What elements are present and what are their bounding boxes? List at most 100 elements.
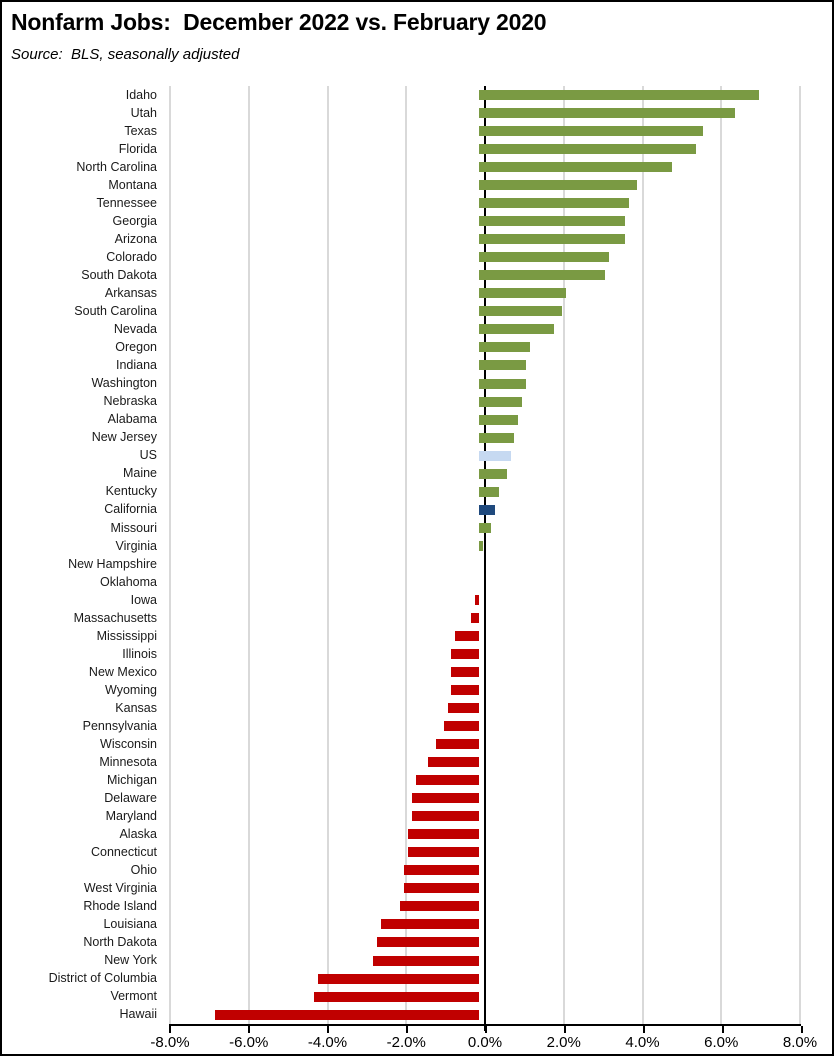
x-axis-tick-label: 8.0% [782, 1034, 818, 1051]
bar-track [164, 465, 794, 483]
bar-track [164, 843, 794, 861]
bar [479, 450, 511, 461]
bar [443, 721, 479, 732]
bar [412, 793, 479, 804]
x-axis-tick [801, 1026, 803, 1033]
bar-row: Minnesota [2, 753, 832, 771]
zero-axis-line [484, 86, 486, 1031]
bar [416, 775, 479, 786]
category-label: Iowa [130, 592, 157, 607]
bar-row: Kentucky [2, 483, 832, 501]
category-label: Nebraska [103, 394, 158, 409]
bar-track [164, 338, 794, 356]
category-label: Montana [108, 177, 157, 192]
bar-row: Michigan [2, 771, 832, 789]
bar [479, 360, 527, 371]
bar-row: Maryland [2, 807, 832, 825]
bar-row: Virginia [2, 537, 832, 555]
x-axis-tick-label: -2.0% [386, 1034, 426, 1051]
category-label: West Virginia [83, 881, 157, 896]
category-label: North Carolina [76, 159, 157, 174]
category-label: New Jersey [91, 430, 157, 445]
bar-row: New Hampshire [2, 555, 832, 573]
bar [479, 144, 696, 155]
bar-row: Montana [2, 176, 832, 194]
category-label: Alaska [119, 827, 157, 842]
gridline [720, 86, 723, 1024]
bar [408, 847, 479, 858]
bar-row: Nevada [2, 320, 832, 338]
bar-track [164, 284, 794, 302]
bar [313, 991, 479, 1002]
category-label: Texas [124, 123, 157, 138]
bar [479, 324, 554, 335]
bar-row: Louisiana [2, 915, 832, 933]
bar [479, 414, 519, 425]
category-label: Wyoming [105, 682, 157, 697]
bar-row: South Carolina [2, 302, 832, 320]
category-label: Minnesota [99, 754, 157, 769]
bar-track [164, 356, 794, 374]
bar-row: Tennessee [2, 194, 832, 212]
bar-track [164, 717, 794, 735]
bar-track [164, 825, 794, 843]
category-label: New Mexico [88, 664, 157, 679]
bar [479, 108, 735, 119]
category-label: Louisiana [103, 917, 157, 932]
bar [479, 432, 515, 443]
bar-track [164, 501, 794, 519]
bar-row: Massachusetts [2, 609, 832, 627]
bar-row: South Dakota [2, 266, 832, 284]
category-label: Colorado [106, 250, 157, 265]
x-axis-tick-label: -6.0% [229, 1034, 269, 1051]
bar-track [164, 555, 794, 573]
bar-track [164, 375, 794, 393]
bar-rows: Idaho Utah Texas Florida North Carolina Monta… [2, 86, 832, 1024]
category-label: Michigan [106, 772, 157, 787]
bar-track [164, 627, 794, 645]
bar-track [164, 122, 794, 140]
bar-row: Iowa [2, 591, 832, 609]
bar-track [164, 663, 794, 681]
category-label: Maryland [105, 809, 157, 824]
bar-track [164, 266, 794, 284]
x-axis-tick [248, 1026, 250, 1033]
bar-track [164, 771, 794, 789]
bar-row: Alabama [2, 411, 832, 429]
bar-row: Oklahoma [2, 573, 832, 591]
bar-row: California [2, 501, 832, 519]
bar-row: Hawaii [2, 1006, 832, 1024]
bar [479, 90, 759, 101]
bar-row: New Jersey [2, 429, 832, 447]
chart-title: Nonfarm Jobs: December 2022 vs. February… [11, 9, 547, 35]
bar [427, 757, 479, 768]
bar [451, 685, 479, 696]
bar [408, 829, 479, 840]
bar-row: Maine [2, 465, 832, 483]
bar-track [164, 104, 794, 122]
category-label: Virginia [115, 538, 157, 553]
category-label: Mississippi [96, 628, 157, 643]
x-axis-tick [722, 1026, 724, 1033]
bar-row: Kansas [2, 699, 832, 717]
bar-row: West Virginia [2, 879, 832, 897]
gridline [799, 86, 801, 1024]
bar-track [164, 447, 794, 465]
bar-row: Missouri [2, 519, 832, 537]
gridline [326, 86, 329, 1024]
gridline [405, 86, 408, 1024]
category-label: Washington [91, 376, 157, 391]
category-label: Tennessee [96, 195, 157, 210]
bar [479, 126, 704, 137]
bar-row: Arizona [2, 230, 832, 248]
bar-track [164, 86, 794, 104]
bar [215, 1009, 479, 1020]
gridline [562, 86, 565, 1024]
bar [451, 667, 479, 678]
category-label: Arkansas [104, 286, 157, 301]
bar-row: US [2, 447, 832, 465]
category-label: Utah [130, 105, 157, 120]
category-label: Hawaii [119, 1007, 157, 1022]
bar [479, 540, 483, 551]
gridline [169, 86, 171, 1024]
